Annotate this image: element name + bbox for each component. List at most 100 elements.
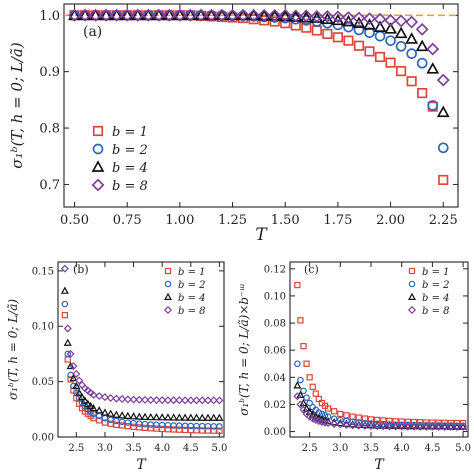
data-point	[363, 18, 376, 30]
data-point	[215, 8, 229, 22]
data-point	[135, 395, 144, 404]
y-tick-label: 0.00	[264, 427, 286, 438]
panel-1: 0.50 0.75 1.00 1.25 1.50 1.75 2.00 2.25 0.7 0.8 0.…	[8, 3, 459, 245]
data-point	[80, 396, 89, 404]
data-point	[162, 8, 176, 22]
series-3	[60, 286, 224, 421]
data-point	[349, 418, 356, 426]
legend-marker	[408, 280, 416, 288]
legend-label: b = 1	[178, 267, 206, 278]
data-point	[434, 422, 443, 431]
data-point	[301, 22, 312, 33]
y-tick-label: 0.10	[32, 322, 54, 333]
data-point	[64, 356, 71, 363]
legend-marker	[408, 306, 416, 314]
data-point	[131, 8, 145, 22]
y-tick-label: 0.9	[39, 65, 60, 80]
data-point	[384, 13, 398, 27]
data-point	[96, 417, 103, 424]
data-point	[118, 411, 127, 419]
legend-marker	[407, 292, 417, 300]
x-tick-label: 5.0	[455, 443, 471, 454]
legend-marker	[164, 306, 172, 314]
data-point	[438, 174, 449, 186]
data-point	[129, 412, 138, 420]
data-point	[417, 88, 428, 99]
data-point	[361, 419, 369, 427]
data-point	[216, 427, 223, 434]
data-point	[187, 426, 194, 434]
y-tick-label: 0.10	[264, 291, 286, 302]
data-point	[158, 396, 167, 405]
data-point	[69, 362, 78, 371]
data-point	[106, 409, 115, 417]
data-point	[163, 396, 172, 405]
legend-label: b = 8	[112, 179, 148, 194]
data-point	[209, 396, 218, 405]
data-point	[426, 42, 440, 56]
data-point	[226, 8, 239, 21]
data-point	[310, 9, 324, 23]
y-tick-label: 1.0	[39, 9, 60, 24]
data-point	[68, 8, 81, 22]
data-point	[447, 419, 454, 427]
data-point	[118, 418, 126, 426]
data-point	[175, 396, 184, 405]
series-4	[60, 264, 224, 405]
data-point	[324, 405, 332, 412]
data-point	[324, 419, 333, 428]
data-point	[426, 62, 440, 74]
data-point	[146, 412, 155, 421]
data-point	[100, 393, 109, 402]
data-point	[367, 420, 375, 427]
data-point	[203, 413, 212, 421]
data-point	[440, 422, 449, 430]
data-point	[153, 421, 160, 429]
data-point	[89, 403, 98, 412]
data-point	[209, 413, 218, 421]
data-point	[373, 422, 382, 431]
data-point	[406, 48, 417, 59]
data-point	[312, 390, 319, 397]
data-point	[436, 73, 450, 87]
data-point	[173, 8, 187, 21]
data-point	[247, 8, 261, 22]
data-point	[120, 8, 134, 21]
data-point	[322, 28, 333, 39]
data-point	[68, 8, 81, 21]
data-point	[446, 422, 455, 430]
data-point	[186, 413, 195, 421]
data-point	[64, 350, 72, 358]
data-point	[409, 422, 418, 431]
data-point	[342, 14, 355, 27]
data-point	[355, 419, 363, 426]
data-point	[236, 8, 250, 21]
data-point	[163, 413, 172, 421]
data-point	[69, 374, 78, 382]
x-tick-label: 3.5	[363, 443, 379, 454]
series-1	[61, 312, 223, 434]
data-point	[61, 312, 69, 319]
data-point	[89, 390, 98, 399]
data-point	[72, 381, 81, 390]
legend-label: b = 8	[178, 306, 206, 317]
data-point	[131, 8, 145, 21]
data-point	[66, 349, 75, 358]
x-tick-label: 4.0	[154, 443, 170, 454]
data-point	[123, 395, 132, 404]
data-point	[416, 422, 425, 430]
data-point	[337, 410, 344, 418]
series-3	[68, 8, 450, 118]
data-point	[331, 408, 338, 415]
data-point	[99, 8, 113, 21]
data-point	[216, 423, 223, 430]
data-point	[379, 420, 387, 428]
data-point	[226, 8, 239, 22]
data-point	[342, 420, 351, 429]
legend-label: b = 4	[422, 293, 450, 304]
data-point	[416, 419, 424, 426]
y-axis-title: σ₁ᵇ(T, h = 0; L/ã)	[8, 42, 26, 169]
data-point	[422, 422, 431, 430]
data-point	[416, 57, 428, 69]
data-point	[406, 76, 417, 87]
